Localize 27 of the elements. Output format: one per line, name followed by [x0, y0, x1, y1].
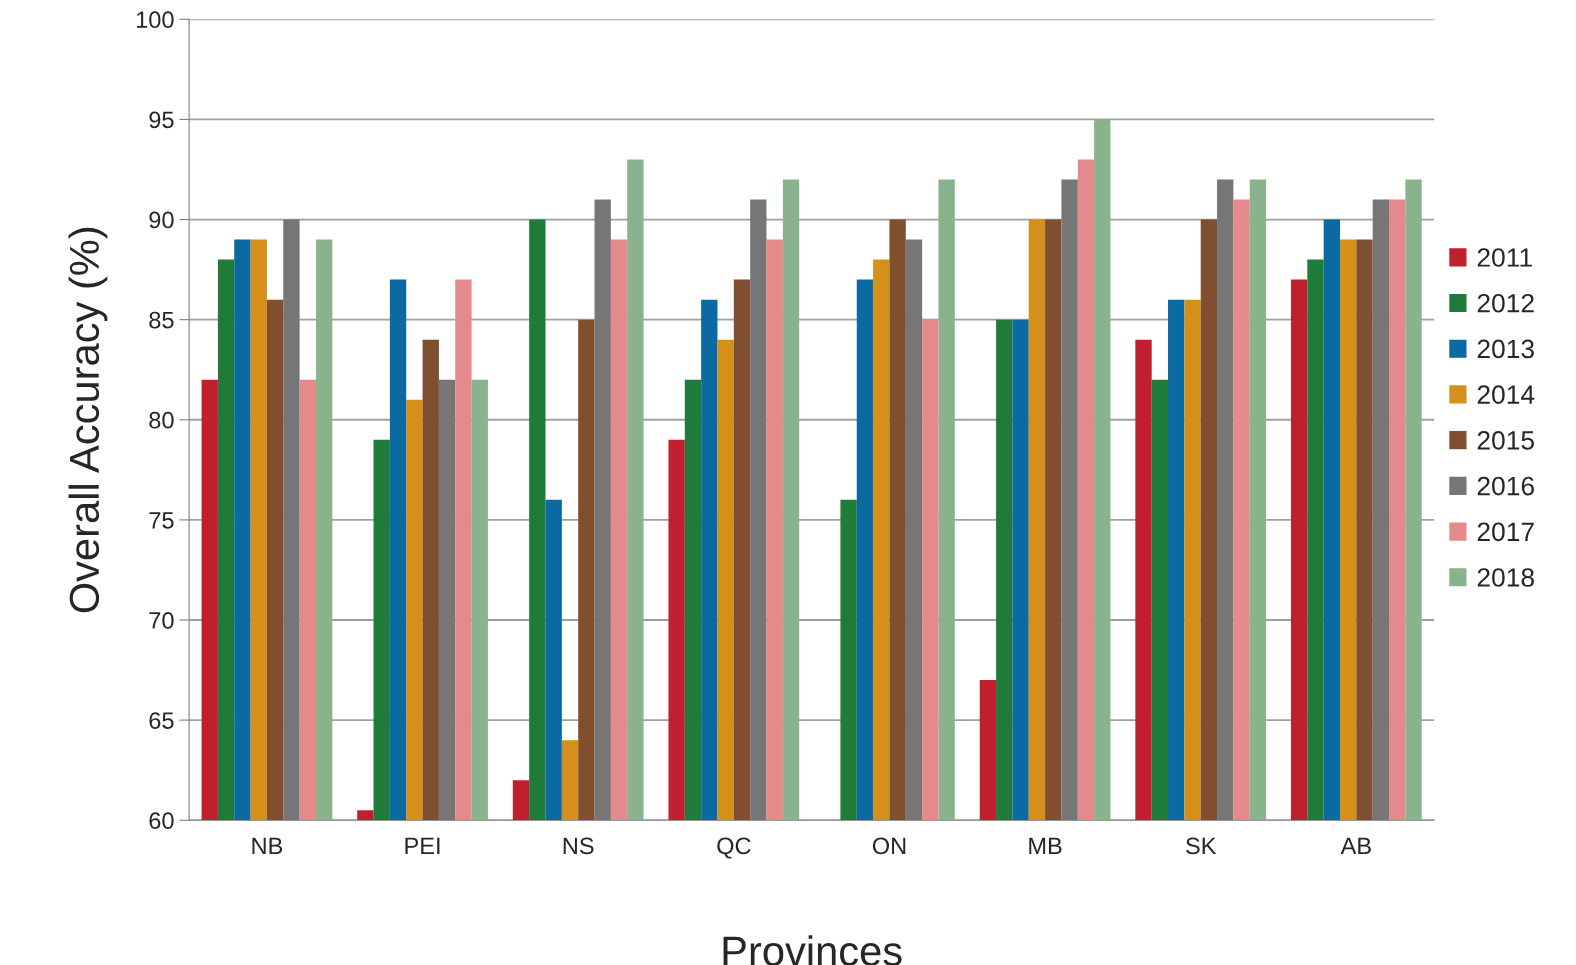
x-tick-label: AB [1340, 837, 1371, 855]
x-axis-title: Provinces [723, 935, 902, 965]
legend-label: 2011 [1477, 248, 1532, 267]
legend-label: 2017 [1477, 522, 1534, 542]
y-tick-label: 65 [149, 712, 174, 729]
y-tick-label: 75 [149, 512, 174, 529]
y-tick-label: 80 [149, 411, 174, 429]
y-axis-title: Overall Accuracy (%) [68, 227, 108, 613]
x-tick-label: MB [1029, 837, 1062, 855]
legend-label: 2013 [1477, 339, 1534, 359]
y-tick-label: 95 [149, 111, 174, 129]
y-tick-label: 85 [149, 311, 174, 329]
x-tick-label: NB [252, 837, 283, 855]
legend-label: 2016 [1477, 476, 1534, 496]
x-tick-label: ON [872, 837, 906, 855]
y-tick-label: 60 [149, 812, 174, 830]
x-tick-label: QC [717, 837, 751, 859]
legend-label: 2014 [1477, 385, 1535, 404]
y-tick-label: 90 [149, 211, 174, 229]
x-tick-label: SK [1186, 837, 1217, 855]
legend-label: 2012 [1477, 293, 1534, 313]
x-tick-label: PEI [405, 837, 440, 855]
legend-label: 2018 [1477, 568, 1534, 587]
legend-label: 2015 [1477, 431, 1534, 450]
x-tick-label: NS [563, 837, 594, 855]
y-tick-label: 100 [136, 11, 174, 29]
y-tick-label: 70 [149, 612, 174, 629]
